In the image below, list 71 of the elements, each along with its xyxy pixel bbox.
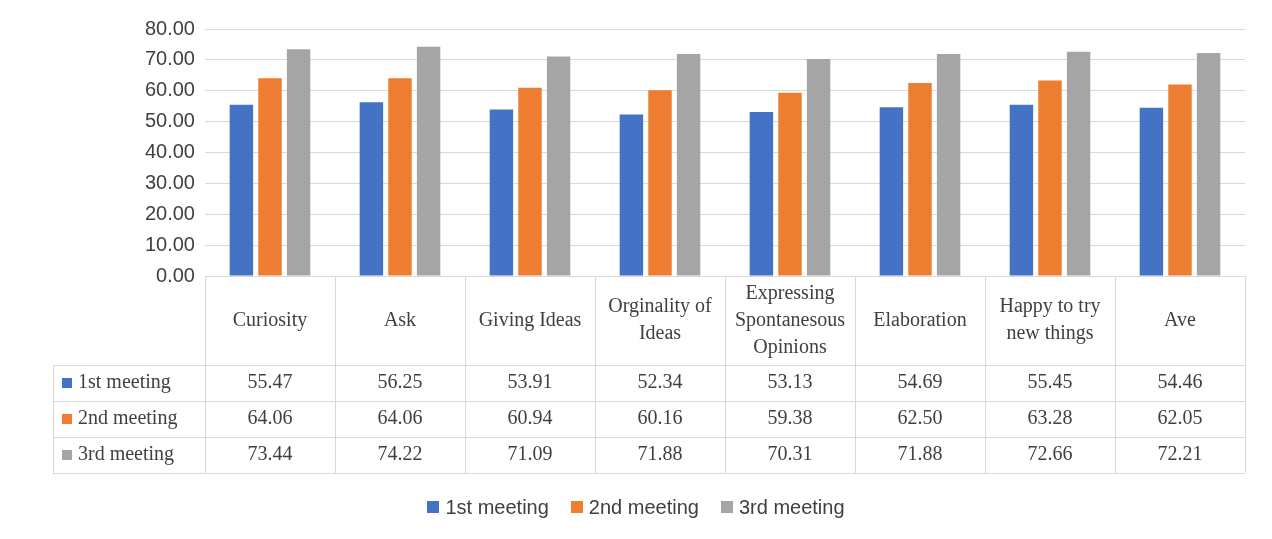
x-tick-label: Orginality of Ideas xyxy=(608,294,713,344)
bar xyxy=(258,78,282,276)
legend-label: 3rd meeting xyxy=(78,442,175,466)
y-tick-label: 60.00 xyxy=(144,78,195,101)
bar xyxy=(749,111,774,276)
bar xyxy=(1066,51,1091,276)
bar xyxy=(936,54,961,276)
bar xyxy=(286,49,311,276)
bar xyxy=(546,56,571,276)
bar xyxy=(648,90,672,276)
y-tick-label: 70.00 xyxy=(144,47,195,70)
data-label: 60.16 xyxy=(637,406,683,429)
data-label: 56.25 xyxy=(377,370,423,393)
data-label: 54.46 xyxy=(1157,370,1203,393)
bar xyxy=(908,83,932,276)
bar xyxy=(879,107,904,276)
bar xyxy=(676,54,701,276)
data-label: 63.28 xyxy=(1027,406,1073,429)
bar xyxy=(359,102,384,276)
data-label: 60.94 xyxy=(507,406,553,429)
bar xyxy=(489,109,514,276)
text: 3rd meeting xyxy=(738,496,845,518)
data-label: 54.69 xyxy=(897,370,943,393)
data-label: 72.21 xyxy=(1157,442,1203,465)
data-label: 59.38 xyxy=(767,406,813,429)
bar xyxy=(416,46,441,276)
bar xyxy=(778,92,802,276)
bar xyxy=(518,87,542,276)
text: 2nd meeting xyxy=(588,496,699,518)
bar xyxy=(229,104,254,276)
data-label: 62.05 xyxy=(1157,406,1203,429)
data-label: 55.45 xyxy=(1027,370,1073,393)
y-tick-label: 10.00 xyxy=(144,232,195,255)
data-label: 71.09 xyxy=(507,442,553,465)
bar xyxy=(1139,107,1164,276)
data-label: 53.91 xyxy=(507,370,553,393)
data-label: 74.22 xyxy=(377,442,423,465)
x-tick-label: Elaboration xyxy=(873,307,967,330)
data-label: 70.31 xyxy=(767,442,813,465)
y-tick-label: 0.00 xyxy=(156,263,195,286)
bar xyxy=(619,114,644,276)
bar xyxy=(806,58,831,276)
data-label: 64.06 xyxy=(377,406,423,429)
legend-label: 2nd meeting xyxy=(78,406,178,430)
x-tick-label: Curiosity xyxy=(232,307,308,331)
legend-label: 1st meeting xyxy=(78,370,171,394)
data-label: 71.88 xyxy=(897,442,943,465)
y-tick-label: 20.00 xyxy=(144,201,195,224)
x-tick-label: Expressing Spontanesous Opinions xyxy=(735,280,846,358)
data-label: 73.44 xyxy=(247,442,293,465)
bar xyxy=(1009,104,1034,276)
data-label: 55.47 xyxy=(247,370,293,393)
data-label: 72.66 xyxy=(1027,442,1073,465)
x-tick-label: Giving Ideas xyxy=(478,307,582,331)
data-label: 52.34 xyxy=(637,370,683,393)
y-tick-label: 80.00 xyxy=(144,16,195,39)
data-label: 62.50 xyxy=(897,406,943,429)
y-tick-label: 40.00 xyxy=(144,140,195,163)
x-tick-label: Happy to try new things xyxy=(999,294,1101,345)
x-tick-label: Ask xyxy=(383,307,417,330)
y-tick-label: 30.00 xyxy=(144,170,195,193)
bar xyxy=(1038,80,1062,276)
bar xyxy=(1168,84,1192,276)
data-label: 53.13 xyxy=(767,370,813,393)
y-tick-label: 50.00 xyxy=(144,109,195,132)
data-label: 71.88 xyxy=(637,442,683,465)
bar xyxy=(388,78,412,276)
x-tick-label: Ave xyxy=(1164,307,1197,330)
text: 1st meeting xyxy=(445,496,549,518)
data-label: 64.06 xyxy=(247,406,293,429)
bar xyxy=(1196,53,1221,276)
